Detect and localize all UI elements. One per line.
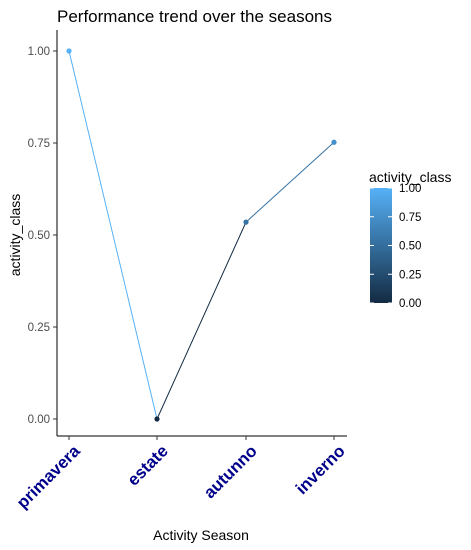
colorbar-tick-label: 1.00 bbox=[399, 183, 421, 195]
legend-title: activity_class bbox=[369, 169, 451, 185]
colorbar-legend: activity_class 0.00 0.25 0.50 0.75 1.00 bbox=[369, 169, 451, 310]
colorbar-tick-label: 0.25 bbox=[399, 269, 421, 281]
line-segment bbox=[156, 221, 247, 420]
y-axis-title: activity_class bbox=[7, 194, 23, 276]
data-point-estate bbox=[154, 416, 160, 422]
colorbar-tick-label: 0.50 bbox=[399, 241, 421, 253]
data-point-primavera bbox=[66, 48, 72, 54]
data-point-inverno bbox=[331, 139, 337, 145]
y-tick-label: 0.25 bbox=[28, 322, 50, 334]
x-axis-title: Activity Season bbox=[153, 527, 249, 543]
y-tick-label: 1.00 bbox=[28, 46, 50, 58]
colorbar-tick-label: 0.00 bbox=[399, 298, 421, 310]
y-tick-label: 0.00 bbox=[28, 414, 50, 426]
x-tick-label-estate: estate bbox=[124, 441, 172, 489]
x-tick-label-primavera: primavera bbox=[13, 441, 84, 512]
line-segment bbox=[245, 141, 335, 223]
x-tick-label-autunno: autunno bbox=[200, 441, 261, 502]
plot-panel: 0.00 0.25 0.50 0.75 1.00 primavera estate autun… bbox=[13, 30, 349, 512]
x-tick-label-inverno: inverno bbox=[292, 441, 349, 498]
colorbar-tick-label: 0.75 bbox=[399, 212, 421, 224]
line-segment bbox=[68, 50, 158, 420]
y-tick-label: 0.75 bbox=[28, 138, 50, 150]
y-tick-label: 0.50 bbox=[28, 230, 50, 242]
chart-title: Performance trend over the seasons bbox=[57, 7, 332, 26]
colorbar bbox=[370, 188, 392, 303]
colorbar-ticks: 0.00 0.25 0.50 0.75 1.00 bbox=[370, 183, 421, 310]
data-point-autunno bbox=[243, 219, 249, 225]
